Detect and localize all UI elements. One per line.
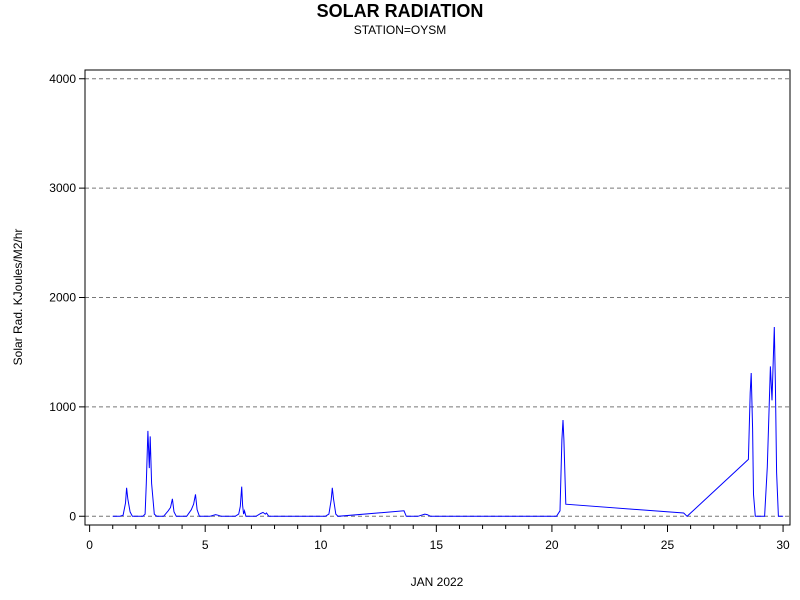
- x-tick-label-20: 20: [545, 538, 559, 552]
- y-tick-label-4000: 4000: [49, 72, 76, 86]
- y-axis-label: Solar Rad. KJoules/M2/hr: [11, 229, 25, 366]
- x-tick-label-10: 10: [314, 538, 328, 552]
- x-tick-label-0: 0: [86, 538, 93, 552]
- x-tick-label-5: 5: [202, 538, 209, 552]
- chart-title: SOLAR RADIATION: [316, 1, 484, 21]
- y-tick-label-3000: 3000: [49, 181, 76, 195]
- gridlines: [85, 78, 790, 517]
- x-axis-label: JAN 2022: [411, 575, 464, 589]
- y-tick-label-0: 0: [69, 509, 76, 523]
- y-tick-label-2000: 2000: [49, 291, 76, 305]
- y-tick-label-1000: 1000: [49, 400, 76, 414]
- series-line: [112, 326, 784, 517]
- y-axis: 0 1000 2000 3000 4000: [49, 72, 85, 523]
- x-tick-label-30: 30: [776, 538, 790, 552]
- x-axis: 0 5 10 15 20 25 30: [86, 525, 790, 552]
- x-tick-label-15: 15: [430, 538, 444, 552]
- x-tick-label-25: 25: [661, 538, 675, 552]
- chart-subtitle: STATION=OYSM: [353, 23, 447, 37]
